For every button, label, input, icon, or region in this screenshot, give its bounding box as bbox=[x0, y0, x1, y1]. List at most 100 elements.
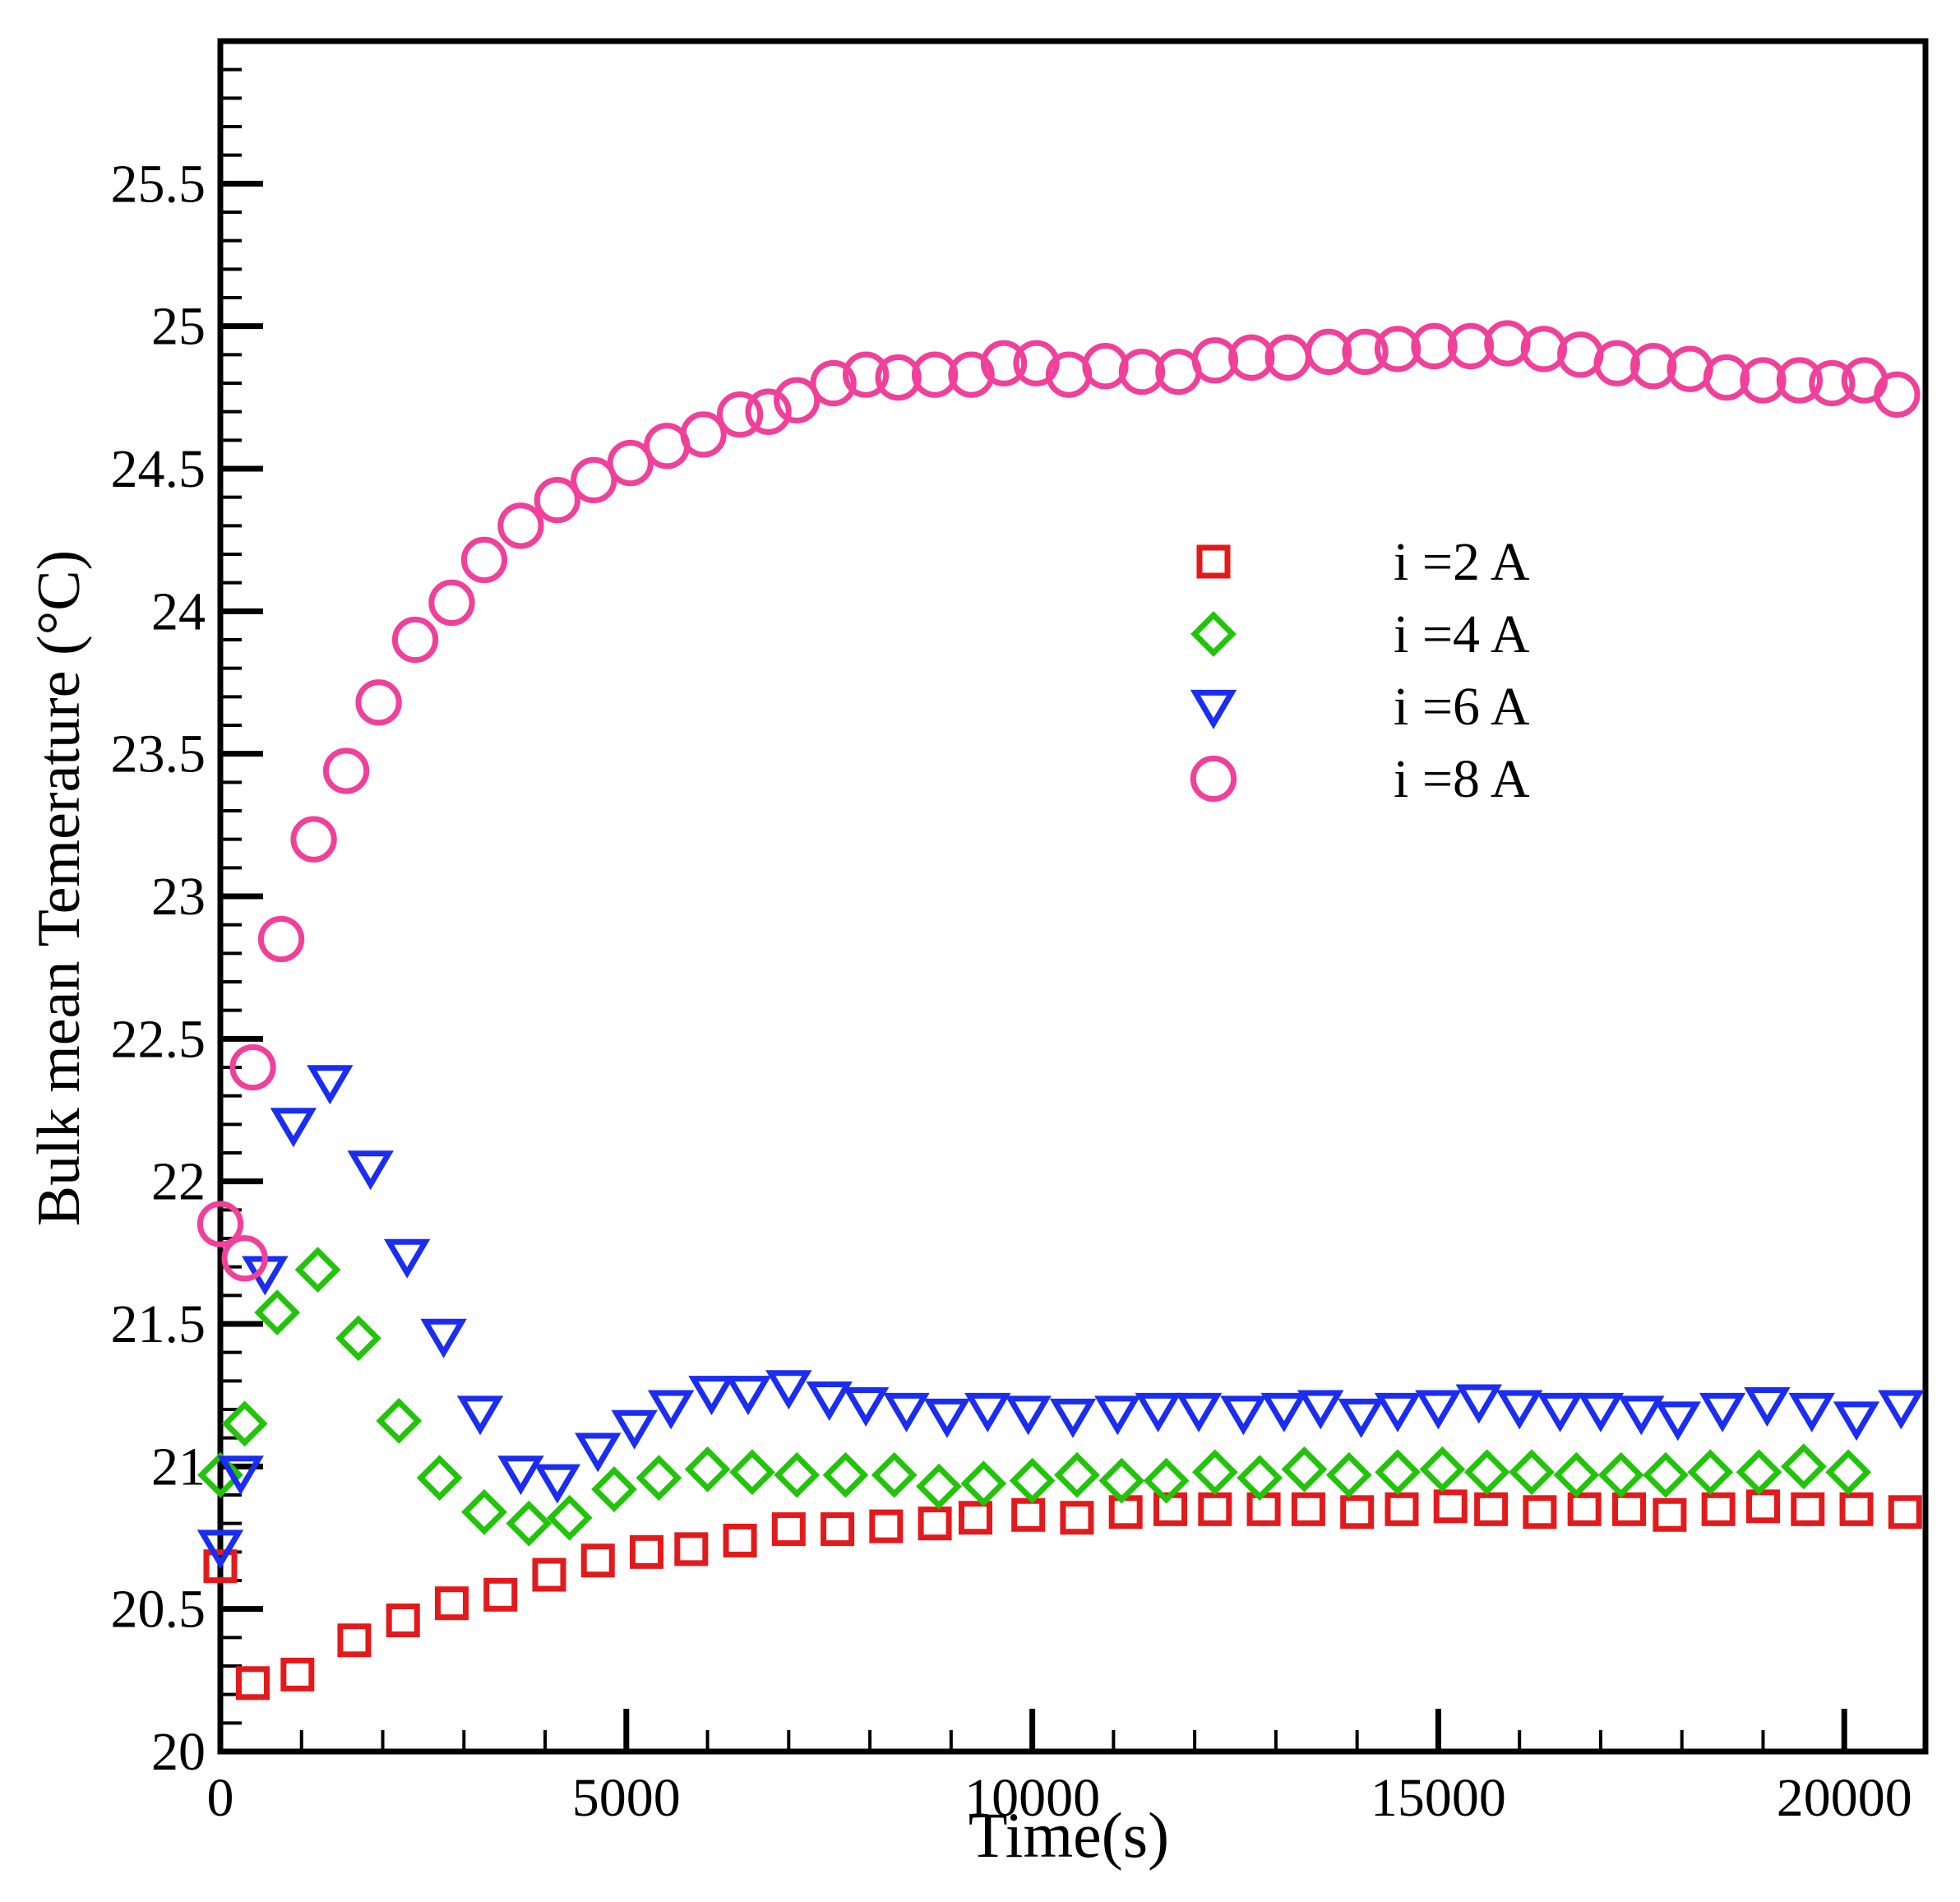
data-point bbox=[1415, 1390, 1462, 1430]
data-point bbox=[1220, 1395, 1267, 1436]
data-point bbox=[1888, 1495, 1922, 1529]
data-point bbox=[580, 1543, 615, 1578]
data-point bbox=[254, 1289, 301, 1336]
data-point bbox=[1553, 1451, 1600, 1498]
data-point bbox=[680, 411, 727, 458]
data-point bbox=[806, 1381, 853, 1422]
data-point bbox=[337, 1623, 372, 1658]
data-point bbox=[1509, 1449, 1555, 1496]
data-point bbox=[774, 377, 821, 423]
series-2 bbox=[197, 1247, 1872, 1547]
data-point bbox=[1094, 1395, 1141, 1436]
x-tick-label: 20000 bbox=[1777, 1768, 1912, 1828]
data-point bbox=[416, 1455, 463, 1502]
data-point bbox=[674, 1532, 709, 1566]
data-point bbox=[428, 579, 475, 627]
data-point bbox=[1701, 1492, 1736, 1526]
data-point bbox=[1699, 1392, 1746, 1432]
data-point bbox=[1291, 1492, 1325, 1526]
data-point bbox=[221, 1235, 268, 1282]
data-point bbox=[1260, 1392, 1308, 1432]
legend-label: i =6 A bbox=[1394, 677, 1530, 737]
data-point bbox=[774, 1451, 821, 1498]
data-point bbox=[307, 1065, 354, 1105]
data-point bbox=[980, 340, 1028, 386]
data-point bbox=[948, 351, 995, 398]
data-point bbox=[571, 456, 617, 504]
data-point bbox=[964, 1392, 1011, 1432]
data-point bbox=[196, 1529, 244, 1570]
data-point bbox=[716, 391, 764, 438]
data-point bbox=[1736, 1449, 1782, 1496]
data-point bbox=[1191, 1449, 1238, 1496]
y-tick-label: 23 bbox=[151, 867, 206, 927]
data-point bbox=[1411, 322, 1458, 370]
data-point bbox=[611, 1409, 658, 1450]
data-point bbox=[1484, 320, 1531, 367]
data-point bbox=[376, 1397, 423, 1444]
x-tick-label: 5000 bbox=[572, 1768, 681, 1828]
legend: i =2 A i =4 A i =6 A i =8 A bbox=[1190, 532, 1530, 809]
legend-marker bbox=[1190, 755, 1237, 803]
data-point bbox=[1839, 1492, 1874, 1526]
series-1 bbox=[203, 1489, 1922, 1701]
data-point bbox=[1612, 1492, 1647, 1526]
legend-label: i =2 A bbox=[1394, 532, 1530, 592]
legend-marker bbox=[1190, 689, 1237, 729]
data-point bbox=[1597, 1451, 1644, 1498]
y-tick-label: 20.5 bbox=[111, 1580, 206, 1640]
data-point bbox=[821, 1512, 855, 1547]
y-tick-label: 24 bbox=[151, 581, 206, 641]
data-point bbox=[203, 1549, 238, 1584]
data-point bbox=[1375, 1449, 1421, 1496]
data-point bbox=[1135, 1392, 1181, 1432]
data-point bbox=[1577, 1392, 1625, 1432]
x-tick-label: 0 bbox=[207, 1768, 234, 1828]
series-4 bbox=[196, 320, 1921, 1282]
data-point bbox=[1143, 1457, 1190, 1504]
data-point bbox=[1011, 1497, 1046, 1532]
data-point bbox=[1342, 328, 1389, 376]
data-point bbox=[723, 1523, 757, 1557]
x-tick-label: 15000 bbox=[1371, 1768, 1506, 1828]
data-point bbox=[1060, 1501, 1094, 1535]
data-point bbox=[236, 1666, 270, 1701]
data-point bbox=[1009, 1457, 1056, 1504]
data-point bbox=[229, 1044, 276, 1091]
data-point bbox=[724, 1376, 772, 1416]
data-point bbox=[1744, 1386, 1791, 1427]
data-point bbox=[1108, 1495, 1143, 1529]
data-point bbox=[1593, 340, 1640, 386]
data-point bbox=[1520, 326, 1567, 373]
data-point bbox=[1776, 357, 1824, 404]
data-point bbox=[196, 1201, 244, 1247]
x-axis-label: Time(s) bbox=[968, 1799, 1169, 1871]
data-point bbox=[257, 915, 305, 963]
data-point bbox=[1809, 359, 1856, 407]
data-point bbox=[1833, 1401, 1880, 1442]
data-point bbox=[1118, 348, 1166, 396]
legend-marker bbox=[1196, 544, 1231, 579]
data-point bbox=[456, 1395, 504, 1436]
data-point bbox=[1780, 1443, 1827, 1490]
data-point bbox=[1537, 1392, 1583, 1432]
axis-tick-labels: 20 20.5 21 21.5 22 22.5 23 23.5 24 24.5 25 25.5 0 500… bbox=[111, 154, 1912, 1828]
data-point bbox=[280, 1657, 315, 1691]
data-point bbox=[1654, 1401, 1701, 1442]
data-point bbox=[1474, 1492, 1509, 1526]
data-point bbox=[960, 1460, 1007, 1507]
data-point bbox=[1374, 326, 1421, 373]
data-point bbox=[871, 1451, 918, 1498]
data-point bbox=[1788, 1392, 1835, 1432]
y-tick-label: 25.5 bbox=[111, 154, 206, 214]
data-point bbox=[810, 359, 857, 407]
data-point bbox=[197, 1451, 243, 1498]
data-point bbox=[1340, 1495, 1375, 1529]
data-point bbox=[771, 1512, 806, 1547]
data-point bbox=[1874, 371, 1921, 419]
data-point bbox=[1740, 357, 1787, 404]
y-tick-label: 24.5 bbox=[111, 439, 206, 499]
data-point bbox=[911, 351, 959, 398]
data-point bbox=[1098, 1457, 1145, 1504]
data-point bbox=[958, 1501, 992, 1535]
